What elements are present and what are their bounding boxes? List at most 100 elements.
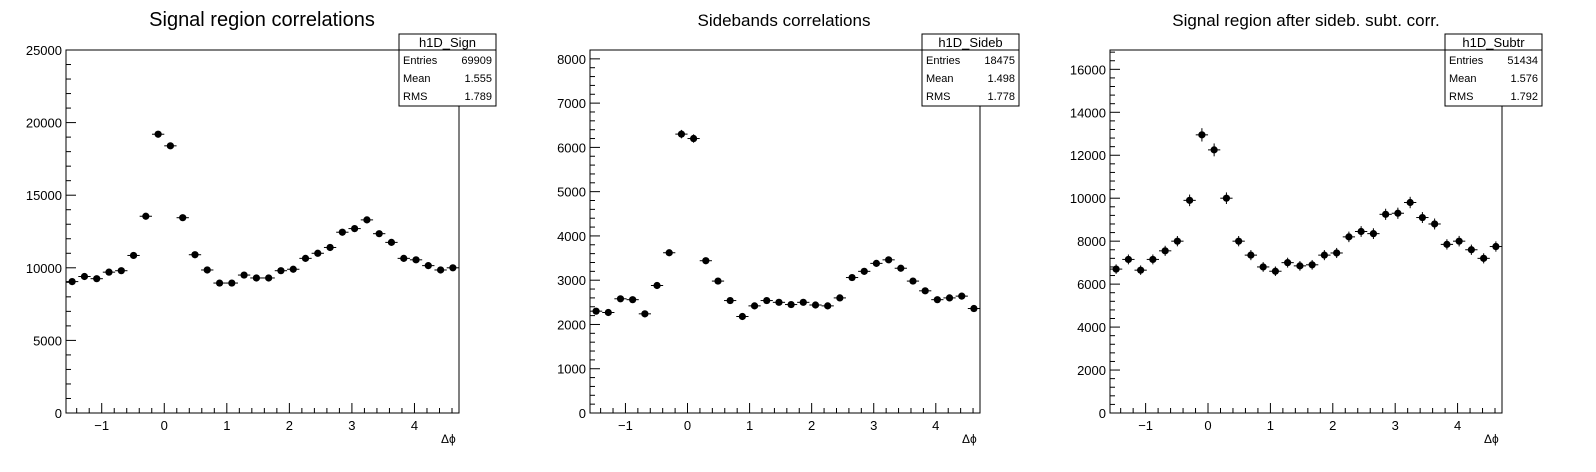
y-tick-label: 15000 bbox=[26, 188, 62, 203]
plot-frame bbox=[589, 49, 981, 414]
y-tick-label: 3000 bbox=[557, 273, 586, 288]
point-marker bbox=[653, 281, 661, 290]
point-marker bbox=[641, 310, 649, 318]
point-marker bbox=[689, 134, 698, 143]
point-marker bbox=[1369, 230, 1378, 238]
y-tick-label: 6000 bbox=[1077, 277, 1106, 292]
stats-value: 1.792 bbox=[1510, 91, 1538, 103]
point-marker bbox=[387, 238, 396, 246]
point-marker bbox=[1186, 196, 1194, 204]
x-tick-label: −1 bbox=[618, 418, 633, 433]
point-marker bbox=[775, 298, 783, 306]
x-tick-label: 2 bbox=[1329, 418, 1336, 433]
point-marker bbox=[142, 212, 150, 220]
point-marker bbox=[750, 302, 759, 310]
point-marker bbox=[824, 302, 832, 310]
y-tick-label: 0 bbox=[579, 406, 586, 421]
point-marker bbox=[1357, 227, 1365, 236]
data-point bbox=[446, 264, 460, 272]
data-point bbox=[139, 212, 152, 220]
point-marker bbox=[1247, 251, 1255, 259]
plot-frame bbox=[65, 49, 460, 414]
point-marker bbox=[252, 274, 261, 282]
point-marker bbox=[203, 266, 211, 274]
point-marker bbox=[1173, 237, 1181, 245]
data-point bbox=[1367, 228, 1380, 240]
data-point bbox=[1183, 194, 1196, 207]
data-point bbox=[699, 257, 712, 265]
stats-label: Mean bbox=[403, 73, 431, 85]
stats-label: RMS bbox=[403, 91, 427, 103]
stats-label: Mean bbox=[1449, 73, 1477, 85]
point-marker bbox=[1394, 209, 1402, 217]
point-marker bbox=[1382, 210, 1390, 218]
data-point bbox=[602, 308, 615, 317]
point-marker bbox=[215, 279, 224, 287]
data-point bbox=[385, 238, 398, 246]
point-marker bbox=[338, 228, 346, 236]
data-point bbox=[1404, 196, 1417, 209]
point-marker bbox=[787, 300, 795, 309]
point-marker bbox=[105, 268, 113, 276]
data-point bbox=[1171, 236, 1184, 247]
point-marker bbox=[933, 296, 941, 304]
point-marker bbox=[970, 304, 978, 313]
point-marker bbox=[1296, 262, 1304, 270]
data-point bbox=[1122, 254, 1135, 265]
y-tick-label: 6000 bbox=[557, 140, 586, 155]
data-point bbox=[201, 266, 214, 274]
point-marker bbox=[1333, 249, 1341, 257]
data-point bbox=[626, 296, 639, 304]
data-point bbox=[262, 274, 275, 282]
point-marker bbox=[449, 264, 457, 272]
point-marker bbox=[240, 271, 248, 279]
y-tick-label: 5000 bbox=[557, 185, 586, 200]
data-point bbox=[1489, 241, 1503, 252]
point-marker bbox=[1259, 263, 1267, 271]
data-point bbox=[299, 254, 312, 262]
data-point bbox=[1146, 254, 1160, 265]
chart-panel-2: Sidebands correlations −1 0 1 2 3 4 Δϕ 0 1000 2000… bbox=[557, 11, 1020, 446]
point-marker bbox=[616, 295, 625, 303]
point-marker bbox=[604, 308, 612, 317]
stats-box: h1D_Sideb Entries 18475 Mean 1.498 RMS 1.778 bbox=[921, 33, 1020, 107]
point-marker bbox=[1137, 266, 1145, 274]
data-point bbox=[858, 267, 871, 275]
data-point bbox=[906, 277, 920, 285]
point-marker bbox=[166, 142, 174, 150]
point-marker bbox=[958, 292, 966, 300]
stats-box-name: h1D_Subtr bbox=[1462, 35, 1525, 50]
x-tick-label: 2 bbox=[808, 418, 815, 433]
data-point bbox=[724, 296, 737, 305]
data-point bbox=[1244, 250, 1258, 261]
data-point bbox=[1416, 212, 1429, 224]
point-marker bbox=[351, 224, 359, 233]
data-point bbox=[176, 214, 189, 222]
data-point bbox=[1354, 226, 1368, 237]
data-point bbox=[1257, 262, 1270, 272]
y-tick-label: 10000 bbox=[26, 261, 62, 276]
point-marker bbox=[799, 298, 807, 306]
x-tick-label: −1 bbox=[1138, 418, 1153, 433]
data-point bbox=[614, 295, 627, 303]
y-tick-label: 10000 bbox=[1070, 191, 1106, 206]
x-tick-label: 1 bbox=[1267, 418, 1274, 433]
point-marker bbox=[80, 272, 89, 281]
stats-value: 1.555 bbox=[464, 73, 492, 85]
data-point bbox=[1452, 235, 1466, 247]
point-marker bbox=[1431, 220, 1439, 228]
data-point bbox=[336, 228, 349, 236]
y-tick-label: 16000 bbox=[1070, 62, 1106, 77]
data-point bbox=[894, 264, 907, 272]
point-marker bbox=[1492, 242, 1500, 251]
y-tick-label: 0 bbox=[1099, 406, 1106, 421]
data-point bbox=[78, 272, 91, 281]
point-marker bbox=[1320, 251, 1328, 259]
stats-value: 1.498 bbox=[987, 73, 1015, 85]
y-tick-label: 4000 bbox=[557, 229, 586, 244]
point-marker bbox=[1467, 246, 1475, 254]
point-marker bbox=[68, 277, 76, 286]
point-marker bbox=[702, 257, 710, 265]
x-tick-label: 3 bbox=[348, 418, 355, 433]
